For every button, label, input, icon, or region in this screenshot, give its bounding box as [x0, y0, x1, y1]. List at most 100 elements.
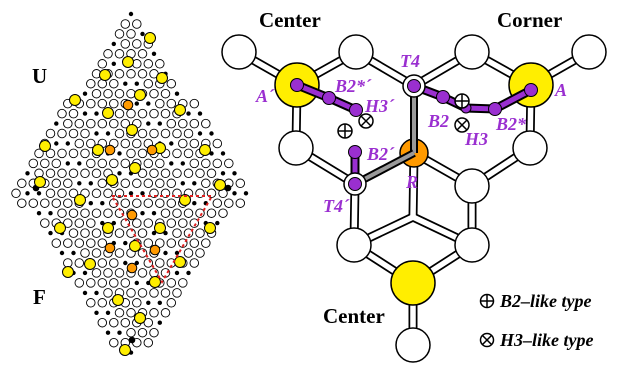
lattice-dot [54, 141, 59, 146]
lattice-atom [120, 317, 131, 328]
lattice-dot [105, 131, 111, 136]
lattice-dot [151, 51, 157, 56]
lattice-atom [51, 238, 62, 248]
framework-atom [512, 130, 548, 166]
lattice-atom [114, 308, 125, 318]
lattice-atom [17, 198, 27, 208]
framework-atom [454, 34, 490, 70]
framework-atom [454, 168, 490, 204]
lattice-atom [97, 317, 108, 328]
lattice-atom [28, 158, 39, 169]
lattice-atom [114, 188, 125, 199]
lattice-atom [17, 178, 27, 189]
lattice-atom [137, 148, 148, 159]
lattice-atom [57, 128, 67, 139]
lattice-atom [137, 69, 148, 79]
lattice-yellow-atom [39, 140, 51, 152]
lattice-atom [114, 268, 125, 278]
lattice-dot [157, 121, 162, 126]
lattice-yellow-atom [106, 174, 118, 186]
lattice-atom [132, 178, 142, 189]
lattice-dot [48, 211, 53, 216]
lattice-atom [74, 118, 85, 129]
lattice-big-dot [128, 336, 136, 344]
lattice-orange-atom [104, 242, 116, 254]
lattice-atom [120, 19, 131, 29]
lattice-atom [68, 208, 79, 218]
lattice-atom [126, 288, 136, 298]
lattice-atom [91, 188, 102, 199]
lattice-dot [157, 320, 162, 325]
lattice-atom [91, 208, 102, 218]
lattice-atom [40, 218, 50, 228]
lattice-atom [109, 158, 119, 169]
lattice-atom [86, 78, 96, 89]
lattice-dot [169, 161, 174, 166]
lattice-atom [45, 188, 56, 199]
lattice-orange-atoms [104, 99, 161, 274]
lattice-yellow-atom [122, 56, 134, 68]
lattice-dot [232, 191, 237, 196]
lattice-atom [137, 268, 148, 278]
lattice-atom [143, 258, 154, 268]
lattice-atom [114, 108, 125, 119]
lattice-yellow-atom [69, 94, 81, 106]
lattice-dot [151, 211, 157, 216]
lattice-atom [160, 88, 171, 99]
lattice-atom [218, 208, 228, 218]
lattice-atom [86, 158, 96, 169]
lattice-atom [126, 108, 136, 119]
lattice-atom [74, 238, 85, 248]
lattice-yellow-atom [134, 312, 146, 324]
lattice-dot [111, 41, 117, 47]
lattice-atom [178, 118, 188, 129]
lattice-atom [212, 138, 223, 149]
lattice-yellow-atom [34, 176, 46, 188]
lattice-atom [109, 337, 119, 348]
lattice-atom [126, 148, 136, 159]
lattice-atom [63, 218, 73, 228]
lattice-atom [172, 288, 182, 298]
lattice-orange-atom [122, 99, 134, 111]
lattice-atom [45, 128, 56, 139]
lattice-yellow-atom [134, 89, 146, 101]
lattice-atom [143, 78, 154, 89]
lattice-atom [160, 108, 171, 119]
lattice-dot [82, 290, 88, 296]
lattice-dot [54, 121, 59, 126]
lattice-atom [201, 118, 211, 129]
lattice-dot [174, 91, 180, 96]
lattice-atom [97, 298, 108, 308]
lattice-atom [201, 238, 211, 248]
site-H3-prime-dot [349, 103, 363, 117]
framework-atom [338, 34, 374, 70]
framework-atom [395, 327, 431, 363]
lattice-atom [86, 278, 96, 288]
lattice-atom [160, 208, 171, 218]
lattice-orange-atom [149, 244, 161, 256]
lattice-atom [166, 178, 177, 189]
lattice-dot [169, 141, 174, 146]
lattice-atom [40, 198, 50, 208]
lattice-yellow-atom [156, 72, 168, 84]
lattice-dot [186, 111, 191, 116]
lattice-atom [235, 198, 246, 208]
lattice-dot [111, 220, 117, 226]
lattice-orange-atom [126, 209, 138, 221]
lattice-atom [91, 88, 102, 99]
lattice-yellow-atom [154, 222, 166, 234]
lattice-atom [114, 128, 125, 139]
lattice-atom [206, 168, 217, 179]
lattice-atom [178, 138, 188, 149]
framework-atom [454, 227, 490, 263]
lattice-atom [114, 248, 125, 258]
lattice-atom [155, 158, 165, 169]
lattice-atom [109, 118, 119, 129]
lattice-atom [143, 218, 154, 228]
lattice-atom [109, 78, 119, 89]
lattice-atom [80, 168, 90, 179]
lattice-dot [128, 191, 134, 196]
lattice-atom [137, 288, 148, 298]
otimes-marker-right [454, 117, 470, 133]
lattice-atom [86, 98, 96, 109]
